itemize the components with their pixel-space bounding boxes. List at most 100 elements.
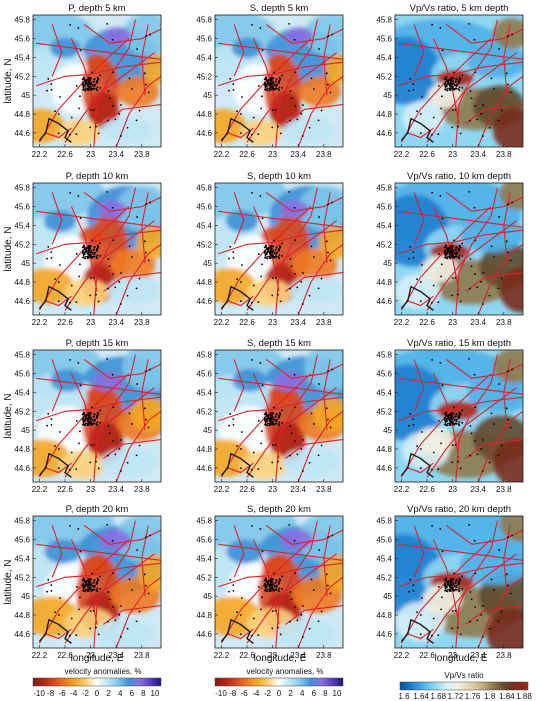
- seismic-event: [437, 301, 440, 304]
- seismic-event: [320, 444, 323, 447]
- seismic-event: [440, 275, 442, 278]
- seismic-event: [455, 413, 458, 416]
- y-tick-label: 45.6: [196, 536, 212, 545]
- y-tick-label: 45.2: [376, 240, 392, 249]
- seismic-event: [79, 263, 81, 266]
- seismic-event: [273, 83, 276, 86]
- seismic-event: [145, 203, 148, 206]
- river-line: [400, 618, 434, 644]
- seismic-event: [57, 633, 60, 636]
- seismic-event: [310, 77, 313, 80]
- panel-title: Vp/Vs ratio, 20 km depth: [407, 504, 511, 515]
- seismic-event: [93, 248, 95, 251]
- seismic-event: [91, 589, 94, 592]
- seismic-event: [412, 251, 415, 254]
- seismic-event: [252, 116, 255, 119]
- seismic-event: [267, 87, 269, 90]
- seismic-event: [275, 420, 278, 423]
- fault-line: [103, 272, 161, 292]
- seismic-event: [329, 592, 332, 595]
- colorbar-tick: 1.68: [430, 692, 446, 701]
- fault-line: [265, 23, 343, 44]
- colorbar-label: velocity anomalies, %: [65, 667, 142, 676]
- seismic-event: [266, 586, 268, 588]
- map-panel-ratio-row4: Vp/Vs ratio, 20 km depth 45.8 45.6 45.4 45.2…: [376, 504, 524, 660]
- seismic-event: [473, 373, 476, 376]
- seismic-event: [439, 528, 442, 530]
- seismic-event: [450, 254, 453, 257]
- x-tick-label: 22.2: [394, 651, 410, 660]
- seismic-event: [270, 587, 273, 590]
- seismic-event: [497, 119, 500, 122]
- seismic-event: [457, 581, 460, 583]
- seismic-event: [331, 201, 333, 204]
- seismic-event: [270, 417, 273, 420]
- seismic-event: [481, 470, 484, 472]
- seismic-event: [50, 589, 53, 592]
- seismic-event: [261, 430, 263, 433]
- fault-line: [83, 23, 161, 44]
- seismic-event: [264, 87, 267, 89]
- seismic-event: [482, 272, 484, 274]
- seismic-event: [78, 442, 80, 445]
- y-tick-label: 44.8: [376, 445, 392, 454]
- seismic-event: [455, 415, 457, 418]
- panel-title: P, depth 20 km: [66, 504, 129, 515]
- seismic-event: [239, 614, 242, 616]
- colorbar-label: velocity anomalies, %: [247, 667, 324, 676]
- y-tick-label: 45.2: [376, 407, 392, 416]
- seismic-event: [474, 105, 476, 107]
- seismic-event: [327, 370, 330, 373]
- seismic-event: [264, 422, 267, 424]
- seismic-event: [416, 445, 418, 448]
- x-tick-label: 22.2: [32, 485, 48, 494]
- anomaly-field: [395, 15, 523, 147]
- seismic-event: [108, 598, 111, 601]
- seismic-event: [273, 71, 275, 74]
- seismic-event: [268, 88, 271, 90]
- seismic-event: [261, 263, 263, 266]
- y-tick-label: 45.8: [14, 351, 30, 360]
- seismic-event: [308, 461, 311, 464]
- seismic-event: [451, 581, 454, 584]
- seismic-event: [261, 95, 263, 98]
- seismic-event: [82, 76, 85, 79]
- seismic-event: [273, 239, 275, 242]
- seismic-event: [265, 248, 268, 250]
- seismic-event: [69, 358, 72, 361]
- fault-line: [83, 191, 161, 212]
- seismic-event: [263, 246, 266, 249]
- seismic-event: [84, 590, 87, 593]
- seismic-event: [302, 439, 304, 441]
- seismic-event: [293, 373, 296, 376]
- seismic-event: [75, 420, 78, 422]
- colorbar-tick: -10: [33, 689, 45, 698]
- fault-line: [45, 462, 72, 474]
- seismic-event: [452, 586, 455, 589]
- colorbar-tick: -6: [241, 689, 249, 698]
- seismic-event: [447, 250, 450, 253]
- seismic-event: [88, 250, 91, 253]
- seismic-event: [263, 418, 266, 421]
- y-tick-label: 45: [203, 91, 212, 100]
- seismic-event: [443, 584, 446, 587]
- seismic-event: [138, 109, 141, 112]
- fault-line: [70, 373, 98, 459]
- seismic-event: [94, 418, 97, 421]
- seismic-event: [266, 253, 268, 255]
- seismic-event: [93, 579, 96, 582]
- y-tick-label: 44.6: [376, 129, 392, 138]
- seismic-event: [277, 88, 280, 90]
- seismic-event: [276, 584, 279, 587]
- x-tick-label: 23.8: [134, 150, 150, 159]
- seismic-event: [96, 421, 99, 424]
- seismic-event: [126, 126, 129, 129]
- seismic-event: [473, 539, 476, 542]
- seismic-event: [79, 430, 81, 433]
- seismic-event: [446, 418, 449, 420]
- fault-line: [432, 38, 460, 124]
- seismic-event: [454, 609, 457, 612]
- seismic-event: [128, 245, 131, 248]
- seismic-event: [85, 247, 88, 250]
- seismic-event: [271, 578, 274, 581]
